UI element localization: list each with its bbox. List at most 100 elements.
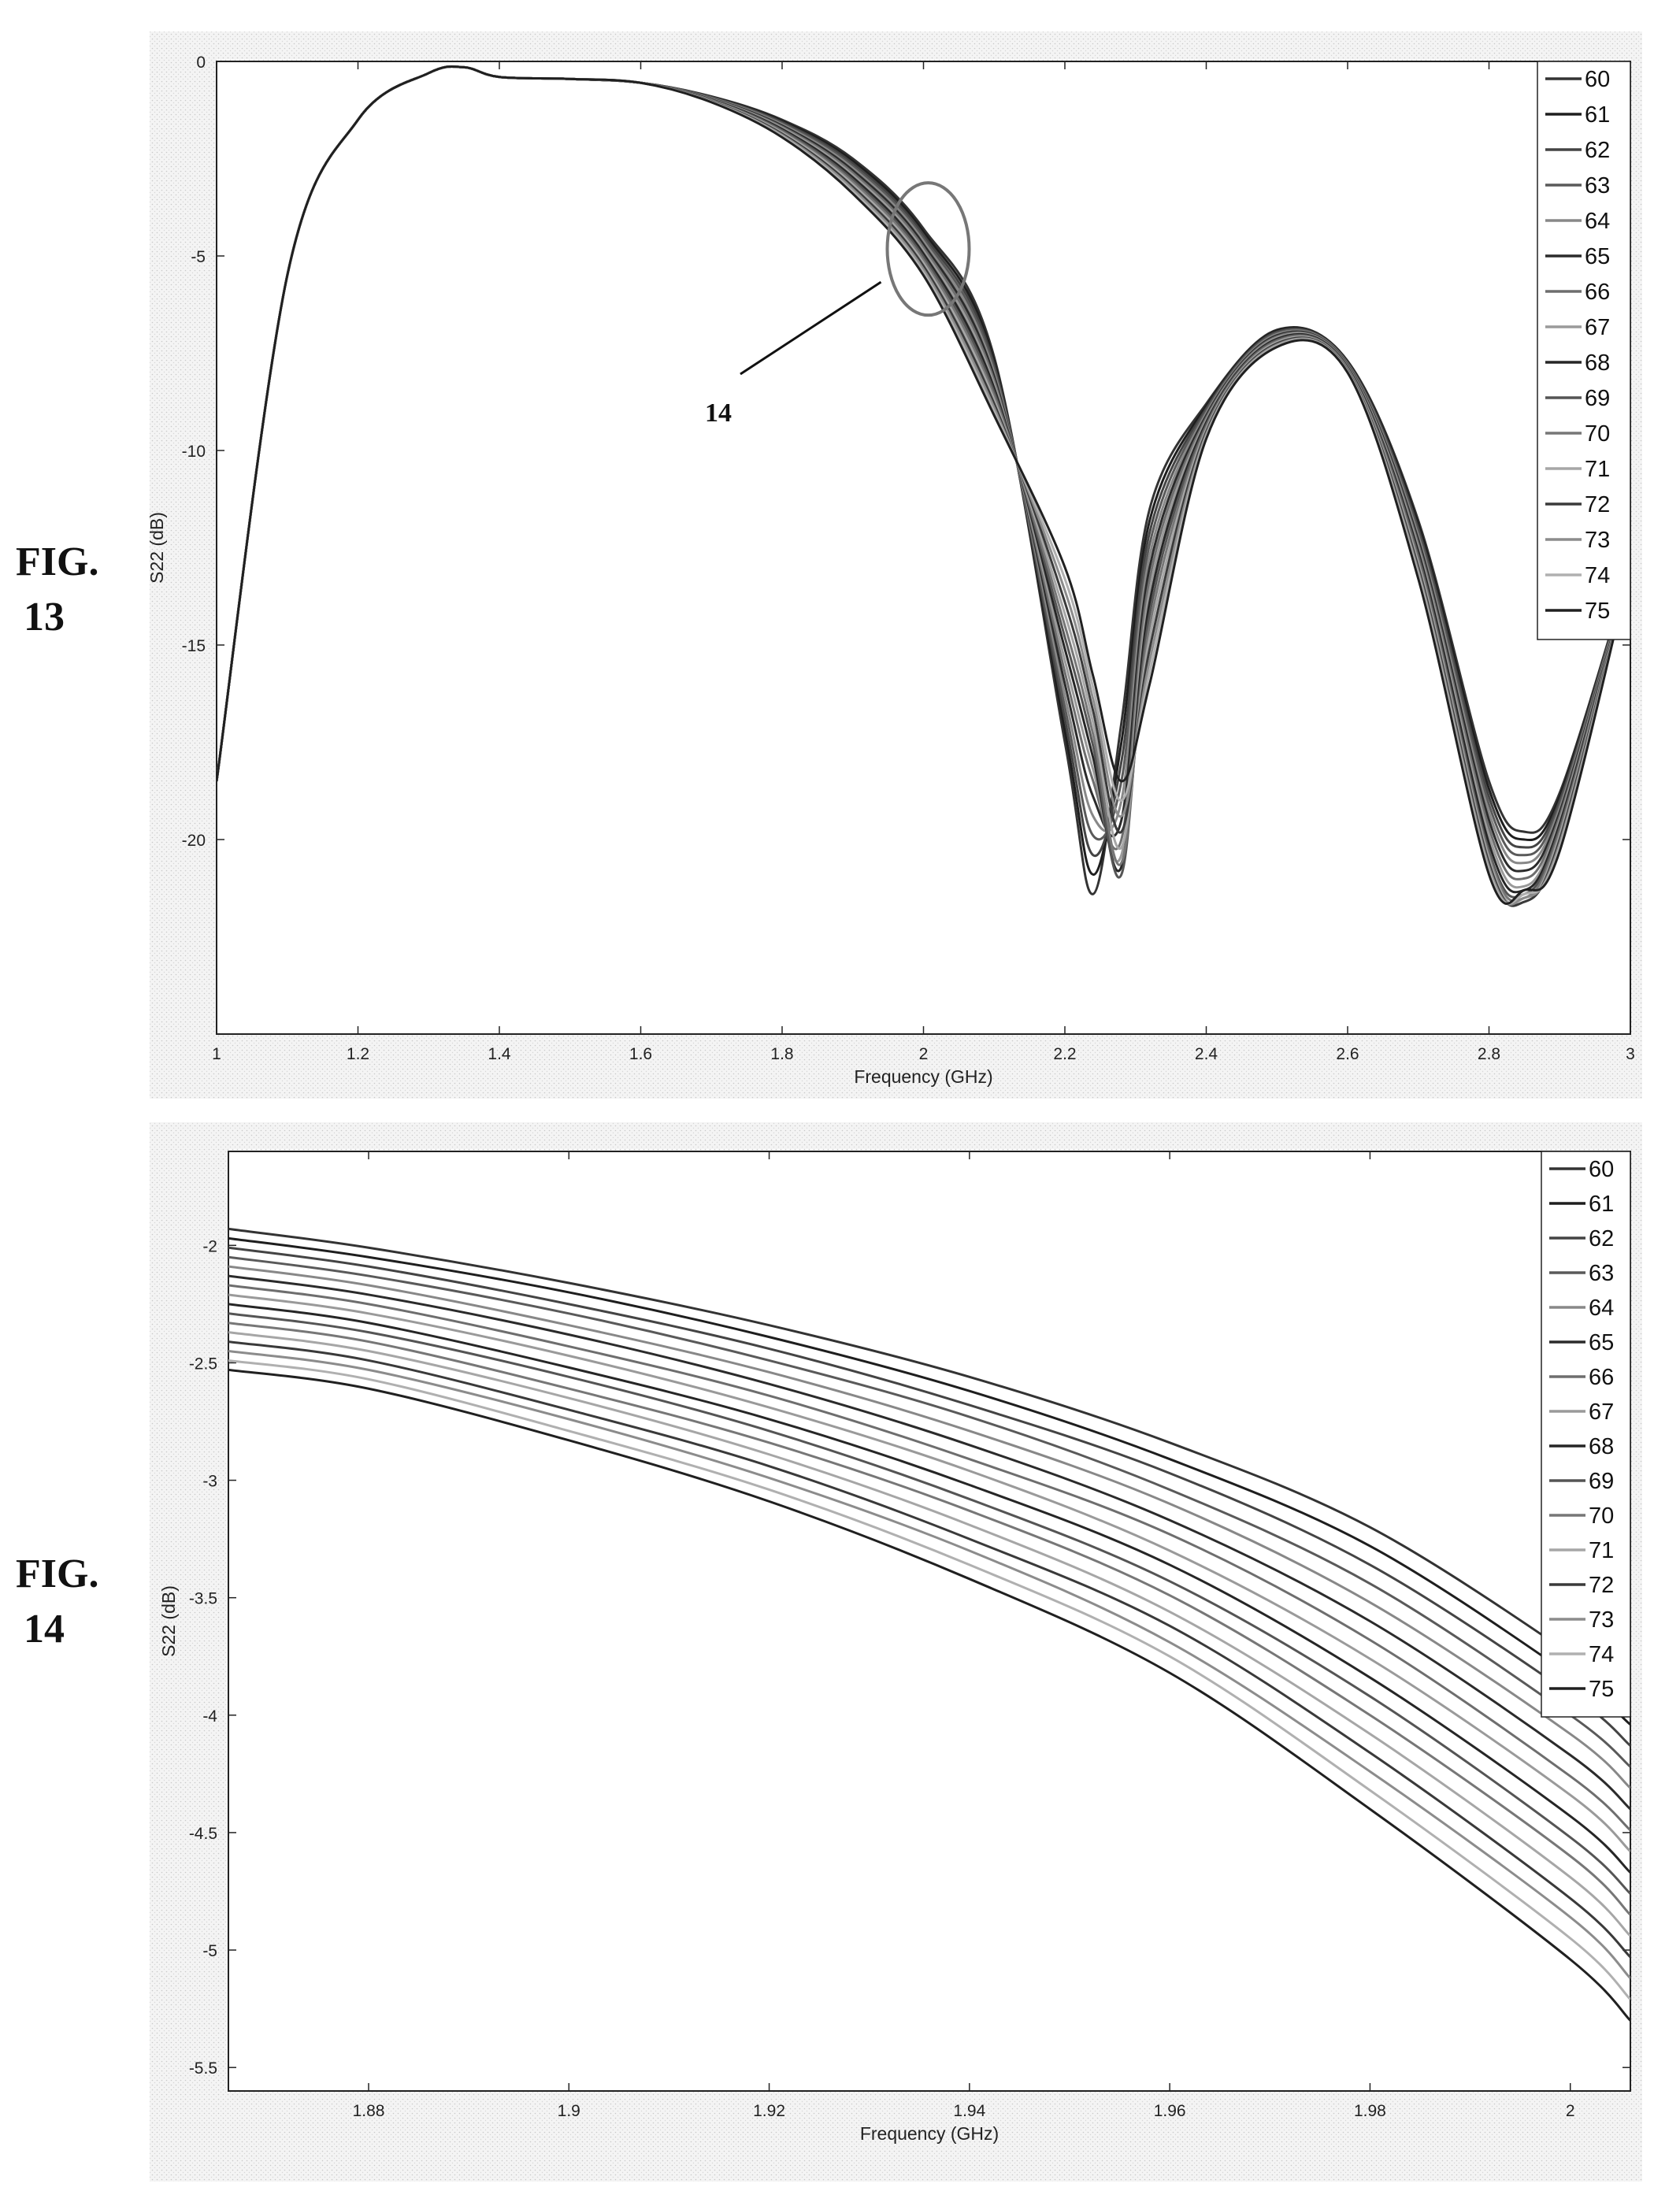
- x-tick-label: 1.4: [488, 1045, 511, 1063]
- legend-label-63: 63: [1589, 1261, 1614, 1286]
- series-line-75: [228, 1368, 1630, 2022]
- fig-13: FIG. 13 1 1.2 1.4 1.6 1.8 2 2.2 2.4 2.6 2.8 3 0 -5 -1…: [16, 32, 1642, 1099]
- x-axis-label: Frequency (GHz): [854, 1066, 992, 1087]
- y-tick-label: -4.5: [189, 1825, 217, 1843]
- legend-label-60: 60: [1589, 1157, 1614, 1182]
- legend-label-65: 65: [1589, 1330, 1614, 1355]
- legend-label-69: 69: [1585, 386, 1610, 411]
- legend-label-67: 67: [1589, 1399, 1614, 1425]
- legend-label-67: 67: [1585, 315, 1610, 340]
- x-tick-label: 1.98: [1354, 2102, 1386, 2120]
- y-axis-label: S22 (dB): [158, 1585, 179, 1657]
- annotation-label: 14: [705, 399, 732, 428]
- series-line-73: [228, 1350, 1630, 1979]
- y-tick-label: -5: [202, 1942, 217, 1960]
- series-line-60: [228, 1227, 1630, 1705]
- x-tick-label: 1.94: [953, 2102, 985, 2120]
- legend-label-70: 70: [1585, 421, 1610, 447]
- y-tick-label: -3.5: [189, 1590, 217, 1608]
- legend-label-61: 61: [1585, 102, 1610, 128]
- legend-label-70: 70: [1589, 1503, 1614, 1529]
- series-line-67: [228, 1293, 1630, 1852]
- y-tick-label: -2.5: [189, 1355, 217, 1373]
- series-line-65: [228, 1274, 1630, 1811]
- x-tick-label: 1.6: [629, 1045, 652, 1063]
- y-tick-label: -5.5: [189, 2059, 217, 2078]
- y-tick-label: -20: [182, 832, 206, 850]
- legend-label-64: 64: [1589, 1296, 1614, 1321]
- fig-13-label-line1: FIG.: [16, 539, 98, 584]
- series-line-66: [228, 1284, 1630, 1832]
- series-line-62: [228, 1246, 1630, 1747]
- legend-box: [1537, 61, 1631, 640]
- y-tick-label: -4: [202, 1707, 217, 1726]
- series-line-63: [228, 1255, 1630, 1768]
- series-line-75: [217, 65, 1630, 905]
- series-line-68: [228, 1303, 1630, 1874]
- series-line-61: [228, 1236, 1630, 1726]
- legend-label-69: 69: [1589, 1469, 1614, 1494]
- y-tick-label: 0: [196, 54, 206, 72]
- y-tick-label: -3: [202, 1473, 217, 1491]
- series-line-64: [228, 1265, 1630, 1789]
- legend-label-62: 62: [1585, 138, 1610, 163]
- plot-area: [228, 1151, 1631, 2092]
- zoom-region-ellipse: [885, 181, 971, 317]
- chart-14: 1.88 1.9 1.92 1.94 1.96 1.98 2 -2 -2.5 -3 -3.5 -4 -4…: [158, 1151, 1631, 2144]
- legend-label-72: 72: [1585, 492, 1610, 517]
- x-axis-label: Frequency (GHz): [860, 2123, 999, 2144]
- legend-label-65: 65: [1585, 244, 1610, 269]
- chart-13: 1 1.2 1.4 1.6 1.8 2 2.2 2.4 2.6 2.8 3 0 -5 -10 -15 -20 F…: [146, 54, 1635, 1087]
- series-line-71: [228, 1331, 1630, 1937]
- legend-label-66: 66: [1589, 1365, 1614, 1390]
- legend-label-74: 74: [1585, 563, 1610, 588]
- legend-label-73: 73: [1589, 1607, 1614, 1633]
- y-tick-label: -10: [182, 443, 206, 461]
- annotation-leader-line: [740, 280, 882, 376]
- y-tick-label: -5: [191, 248, 206, 266]
- series-line-72: [228, 1340, 1630, 1959]
- x-tick-label: 3: [1626, 1045, 1635, 1063]
- y-tick-label: -2: [202, 1237, 217, 1255]
- legend-box: [1541, 1151, 1631, 1718]
- legend-label-72: 72: [1589, 1573, 1614, 1598]
- x-tick-label: 1.8: [770, 1045, 793, 1063]
- fig-13-label-line2: 13: [24, 595, 65, 640]
- series-line-69: [228, 1312, 1630, 1895]
- legend-label-61: 61: [1589, 1192, 1614, 1217]
- legend-label-68: 68: [1585, 350, 1610, 376]
- x-tick-label: 2.4: [1195, 1045, 1218, 1063]
- x-tick-label: 1: [212, 1045, 221, 1063]
- fig-14-label-line1: FIG.: [16, 1551, 98, 1596]
- legend-label-60: 60: [1585, 67, 1610, 92]
- legend-label-75: 75: [1585, 599, 1610, 624]
- x-tick-label: 2.6: [1336, 1045, 1359, 1063]
- series-line-74: [228, 1359, 1630, 2000]
- legend-label-64: 64: [1585, 209, 1610, 234]
- fig-14-label-line2: 14: [24, 1607, 65, 1652]
- x-tick-label: 1.9: [558, 2102, 580, 2120]
- x-tick-label: 1.2: [347, 1045, 369, 1063]
- legend-label-63: 63: [1585, 173, 1610, 198]
- y-tick-label: -15: [182, 637, 206, 655]
- legend: 60 61 62 63 64 65 66 67 68 69 70 71 72 73 74 75: [1537, 61, 1631, 640]
- fig-14: FIG. 14 1.88 1.9 1.92 1.94 1.96 1.98 2 -2 -2.5 -3…: [16, 1122, 1642, 2182]
- series-group: [217, 65, 1630, 907]
- legend-label-66: 66: [1585, 280, 1610, 305]
- x-tick-label: 1.92: [753, 2102, 785, 2120]
- x-tick-label: 2.2: [1053, 1045, 1076, 1063]
- legend-label-68: 68: [1589, 1434, 1614, 1459]
- legend-label-75: 75: [1589, 1677, 1614, 1702]
- y-axis-label: S22 (dB): [146, 512, 167, 584]
- x-tick-label: 2.8: [1478, 1045, 1500, 1063]
- series-line-70: [228, 1322, 1630, 1916]
- legend-label-62: 62: [1589, 1226, 1614, 1251]
- x-tick-label: 1.88: [353, 2102, 385, 2120]
- x-tick-label: 2: [1566, 2102, 1575, 2120]
- legend-label-71: 71: [1589, 1538, 1614, 1563]
- legend-label-74: 74: [1589, 1642, 1614, 1667]
- legend-label-71: 71: [1585, 457, 1610, 482]
- series-group: [228, 1227, 1630, 2022]
- legend: 60 61 62 63 64 65 66 67 68 69 70 71 72 73 74 75: [1541, 1151, 1631, 1718]
